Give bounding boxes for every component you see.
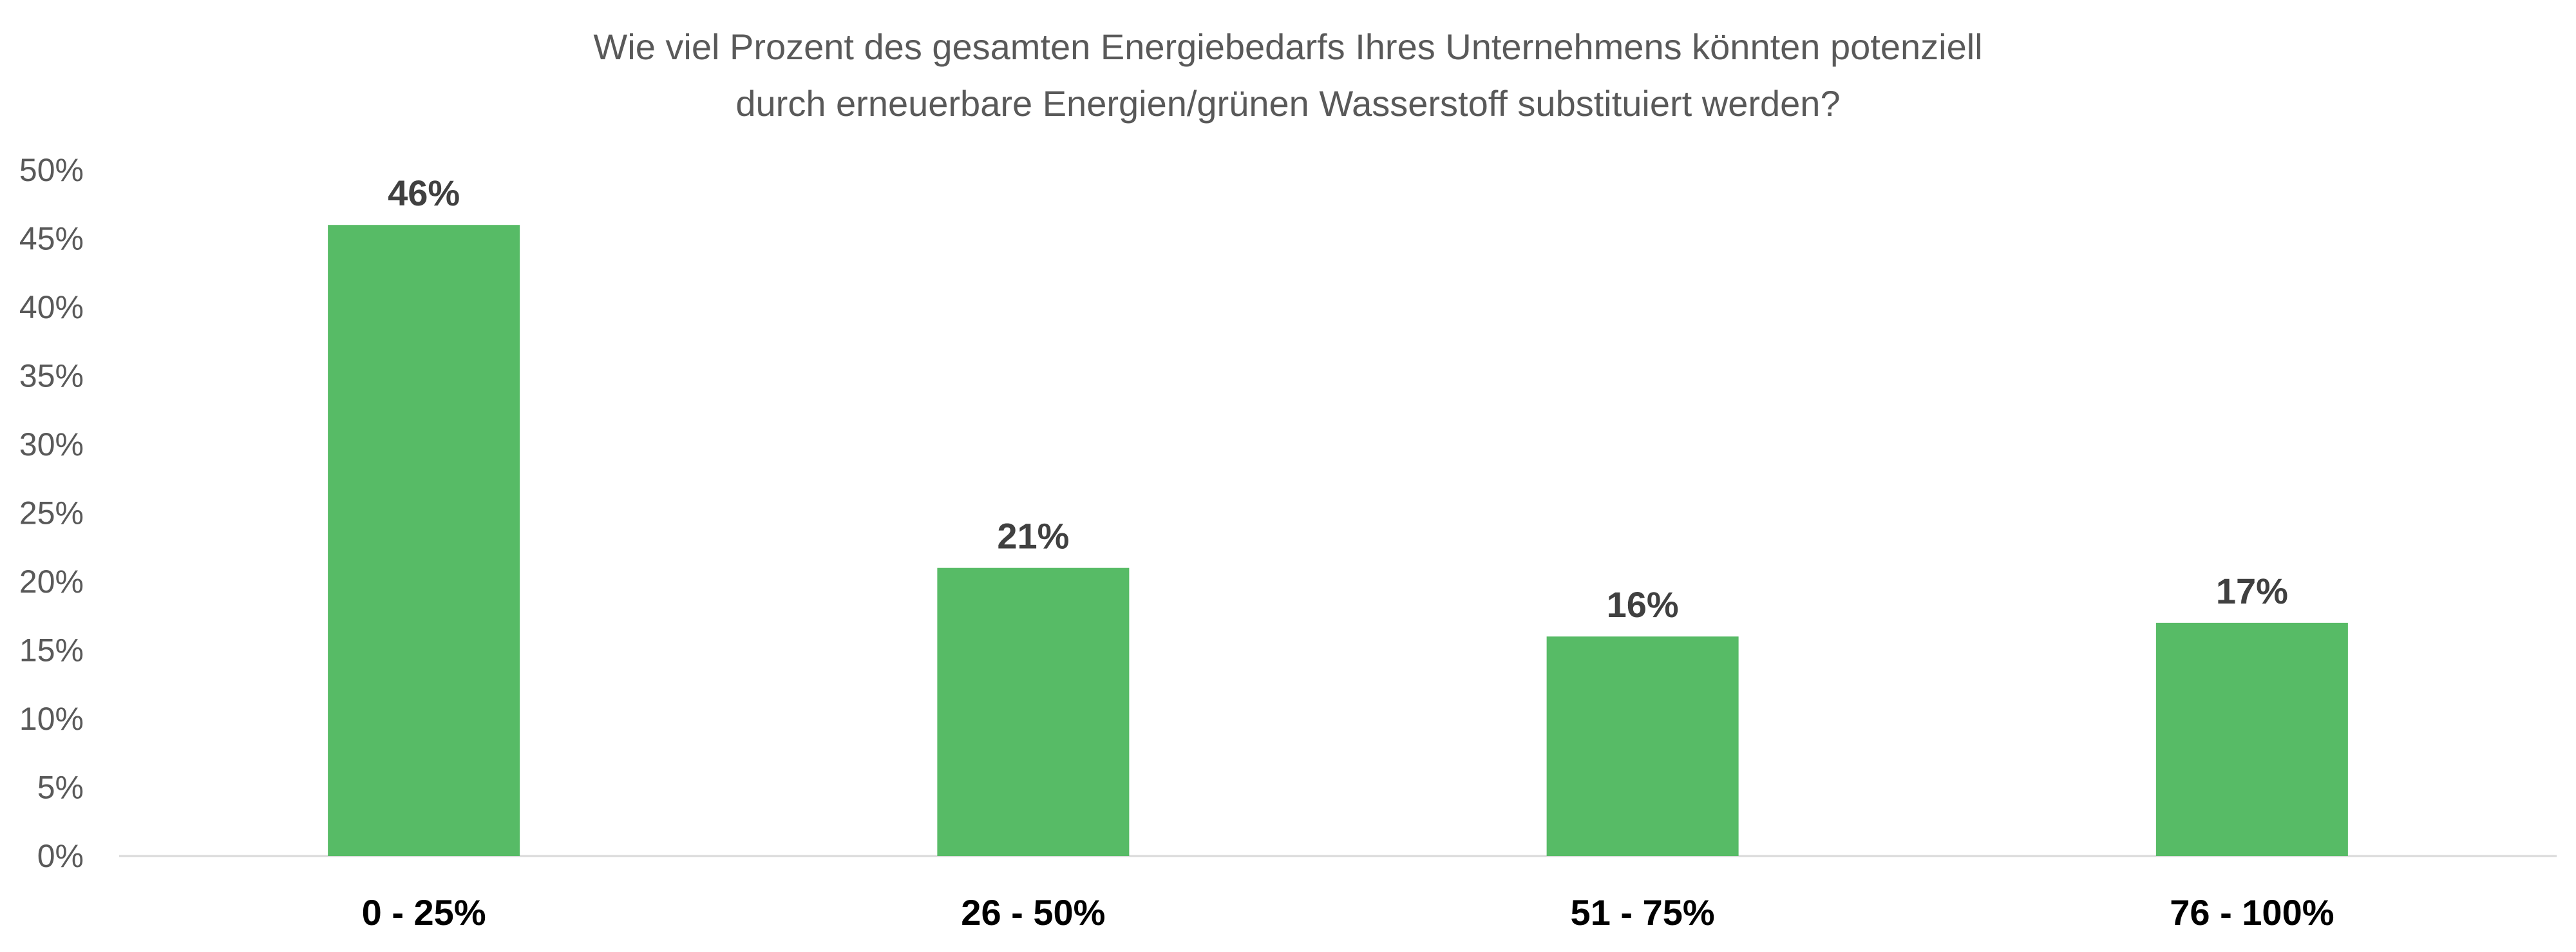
x-tick-label: 76 - 100% [2170,892,2334,933]
y-tick-label: 30% [19,426,84,462]
bar [1546,636,1739,856]
bar [937,567,1130,856]
y-tick-label: 45% [19,221,84,257]
y-tick-label: 25% [19,495,84,531]
bar [2155,622,2348,856]
y-tick-label: 10% [19,701,84,737]
data-label: 16% [1607,584,1679,625]
x-tick-label: 26 - 50% [961,892,1105,933]
data-label: 21% [997,516,1069,557]
y-tick-label: 0% [37,838,84,874]
y-tick-label: 50% [19,152,84,188]
y-tick-label: 20% [19,564,84,600]
data-label: 17% [2216,571,2288,611]
y-tick-label: 40% [19,289,84,325]
data-label: 46% [388,173,460,213]
y-tick-label: 5% [37,770,84,806]
chart-title-line-2: durch erneuerbare Energien/grünen Wasser… [735,83,1841,124]
y-tick-label: 35% [19,358,84,394]
y-tick-label: 15% [19,633,84,669]
x-tick-label: 51 - 75% [1571,892,1715,933]
bar [328,225,520,856]
x-tick-label: 0 - 25% [362,892,486,933]
chart-title-line-1: Wie viel Prozent des gesamten Energiebed… [593,26,1983,67]
